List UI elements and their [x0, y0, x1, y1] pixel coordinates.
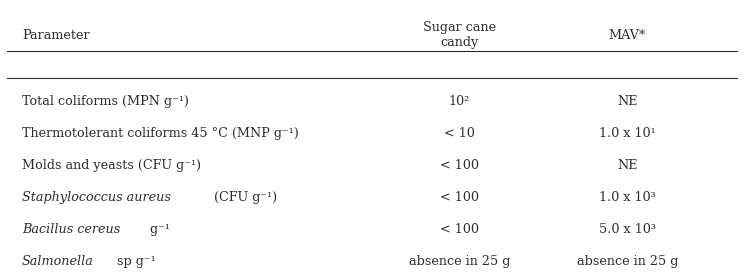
Text: 10²: 10²	[449, 95, 470, 108]
Text: (CFU g⁻¹): (CFU g⁻¹)	[211, 191, 278, 204]
Text: g⁻¹: g⁻¹	[147, 223, 170, 236]
Text: Total coliforms (MPN g⁻¹): Total coliforms (MPN g⁻¹)	[22, 95, 189, 108]
Text: < 10: < 10	[444, 127, 475, 140]
Text: NE: NE	[617, 95, 638, 108]
Text: absence in 25 g: absence in 25 g	[408, 254, 510, 267]
Text: Thermotolerant coliforms 45 °C (MNP g⁻¹): Thermotolerant coliforms 45 °C (MNP g⁻¹)	[22, 127, 299, 140]
Text: NE: NE	[617, 159, 638, 172]
Text: < 100: < 100	[440, 191, 479, 204]
Text: Bacillus cereus: Bacillus cereus	[22, 223, 121, 236]
Text: < 100: < 100	[440, 159, 479, 172]
Text: sp g⁻¹: sp g⁻¹	[113, 254, 155, 267]
Text: 5.0 x 10³: 5.0 x 10³	[599, 223, 655, 236]
Text: 1.0 x 10¹: 1.0 x 10¹	[599, 127, 655, 140]
Text: Parameter: Parameter	[22, 29, 89, 42]
Text: Molds and yeasts (CFU g⁻¹): Molds and yeasts (CFU g⁻¹)	[22, 159, 201, 172]
Text: Sugar cane
candy: Sugar cane candy	[423, 21, 496, 49]
Text: MAV*: MAV*	[609, 29, 646, 42]
Text: absence in 25 g: absence in 25 g	[577, 254, 678, 267]
Text: 1.0 x 10³: 1.0 x 10³	[599, 191, 655, 204]
Text: Salmonella: Salmonella	[22, 254, 94, 267]
Text: Staphylococcus aureus: Staphylococcus aureus	[22, 191, 171, 204]
Text: < 100: < 100	[440, 223, 479, 236]
